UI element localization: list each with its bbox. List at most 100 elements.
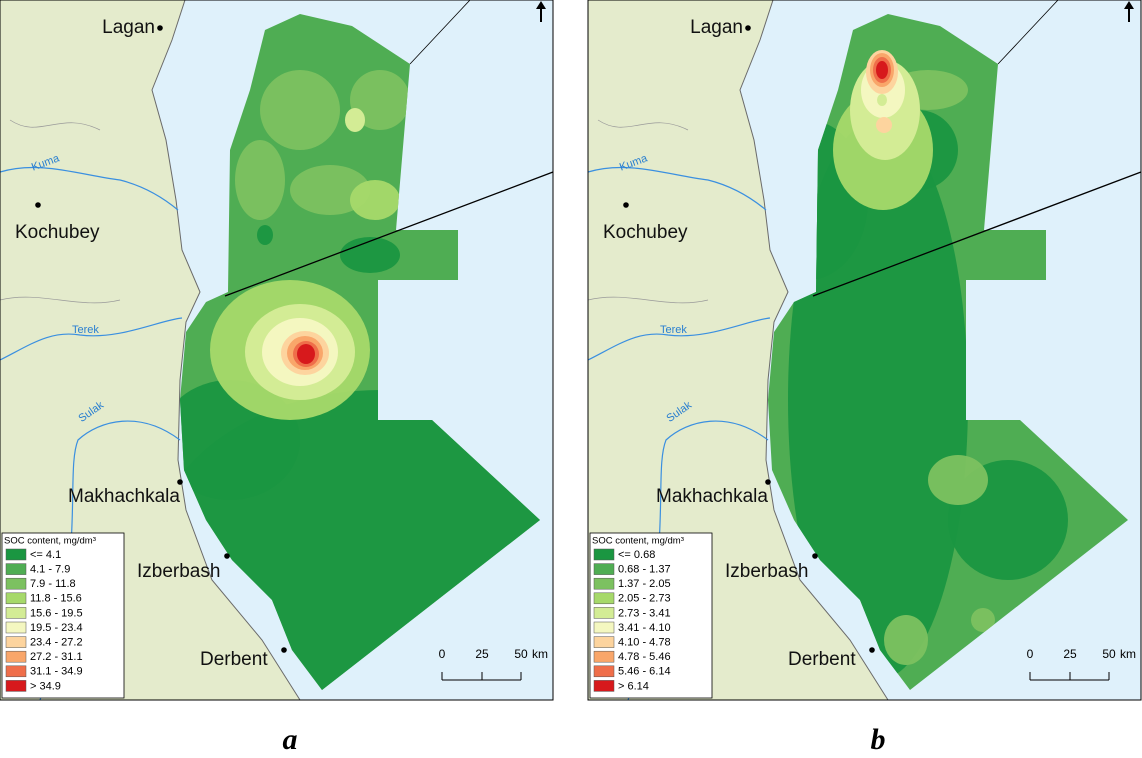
soc-zone (340, 237, 400, 273)
soc-zone (971, 608, 995, 632)
soc-surface (768, 50, 1068, 680)
scale-label: 50 (514, 647, 528, 661)
city-label: Kochubey (15, 222, 100, 243)
north-arrow-head (536, 1, 546, 9)
legend-swatch (5, 621, 27, 634)
coast-line (997, 0, 1059, 65)
city-label: Makhachkala (68, 486, 180, 507)
legend-swatch (5, 592, 27, 605)
legend-label: 27.2 - 31.1 (30, 651, 83, 663)
city-dot (623, 202, 629, 208)
boundary-line (812, 171, 1142, 297)
legend-swatch (5, 548, 27, 561)
scale-unit: km (1120, 647, 1136, 661)
panel-frame (0, 0, 554, 701)
legend-swatch (5, 680, 27, 692)
city-label: Kochubey (603, 222, 688, 243)
city-dot (745, 25, 751, 31)
legend-label: 31.1 - 34.9 (30, 666, 83, 678)
river-label: Terek (660, 324, 687, 336)
city-dot (869, 647, 875, 653)
admin-border (587, 119, 709, 304)
coast-line (409, 0, 471, 65)
scale-label: 25 (1063, 647, 1077, 661)
soc-zone (350, 70, 410, 130)
legend-label: 2.73 - 3.41 (618, 607, 671, 619)
city-dot (224, 553, 230, 559)
legend-swatch (593, 548, 615, 561)
boundary-line (224, 171, 554, 297)
river (587, 317, 771, 361)
scale-label: 25 (475, 647, 489, 661)
panel-label: a (283, 723, 298, 756)
city-label: Izberbash (725, 561, 808, 582)
legend-swatch (593, 665, 615, 678)
legend-label: 4.78 - 5.46 (618, 651, 671, 663)
legend-title: SOC content, mg/dm³ (4, 536, 96, 547)
legend-title: SOC content, mg/dm³ (592, 536, 684, 547)
river (0, 166, 179, 211)
river-label: Terek (72, 324, 99, 336)
scale-label: 50 (1102, 647, 1116, 661)
legend-swatch (593, 621, 615, 634)
legend-label: <= 0.68 (618, 549, 655, 561)
legend-label: 1.37 - 2.05 (618, 578, 671, 590)
soc-zone (876, 117, 892, 133)
north-arrow-head (1124, 1, 1134, 9)
map-panel: KumaTerekSulakLaganKochubeyMakhachkalaIz… (0, 0, 554, 701)
legend-label: 4.1 - 7.9 (30, 564, 70, 576)
city-label: Makhachkala (656, 486, 768, 507)
soc-zone (884, 615, 928, 665)
panel-frame (587, 0, 1142, 701)
legend-label: 15.6 - 19.5 (30, 607, 83, 619)
soc-zone (290, 165, 370, 215)
legend-label: > 6.14 (618, 680, 649, 692)
city-dot (812, 553, 818, 559)
legend-label: 0.68 - 1.37 (618, 564, 671, 576)
legend-swatch (593, 563, 615, 575)
legend-swatch (593, 577, 615, 590)
legend-label: 5.46 - 6.14 (618, 666, 671, 678)
legend-label: 3.41 - 4.10 (618, 622, 671, 634)
legend-swatch (5, 636, 27, 648)
legend-swatch (593, 636, 615, 648)
scale-unit: km (532, 647, 548, 661)
map-panel: KumaTerekSulakLaganKochubeyMakhachkalaIz… (587, 0, 1142, 701)
legend-label: 4.10 - 4.78 (618, 637, 671, 649)
legend-swatch (593, 607, 615, 619)
legend-label: > 34.9 (30, 680, 61, 692)
city-label: Lagan (102, 17, 155, 38)
legend-swatch (5, 563, 27, 575)
legend-swatch (593, 650, 615, 663)
land (0, 0, 301, 701)
legend-label: 7.9 - 11.8 (30, 578, 76, 590)
legend-swatch (593, 592, 615, 605)
scale-label: 0 (439, 647, 446, 661)
scale-label: 0 (1027, 647, 1034, 661)
admin-border (0, 119, 121, 304)
city-dot (157, 25, 163, 31)
soc-zone (235, 140, 285, 220)
legend-swatch (5, 577, 27, 590)
legend-swatch (5, 665, 27, 678)
soc-zone (345, 108, 365, 132)
soc-zone (350, 180, 400, 220)
city-dot (177, 479, 183, 485)
panel-label: b (871, 723, 886, 756)
soc-zone (260, 70, 340, 150)
legend-label: 2.05 - 2.73 (618, 593, 671, 605)
legend-swatch (593, 680, 615, 692)
legend-swatch (5, 607, 27, 619)
legend-label: 23.4 - 27.2 (30, 637, 83, 649)
land (587, 0, 889, 701)
soc-zone (876, 61, 888, 79)
city-label: Lagan (690, 17, 743, 38)
soc-zone (928, 455, 988, 505)
city-dot (35, 202, 41, 208)
river (0, 317, 183, 361)
soc-zone (257, 225, 273, 245)
soc-zone (877, 94, 887, 106)
city-dot (765, 479, 771, 485)
city-label: Derbent (788, 649, 856, 670)
